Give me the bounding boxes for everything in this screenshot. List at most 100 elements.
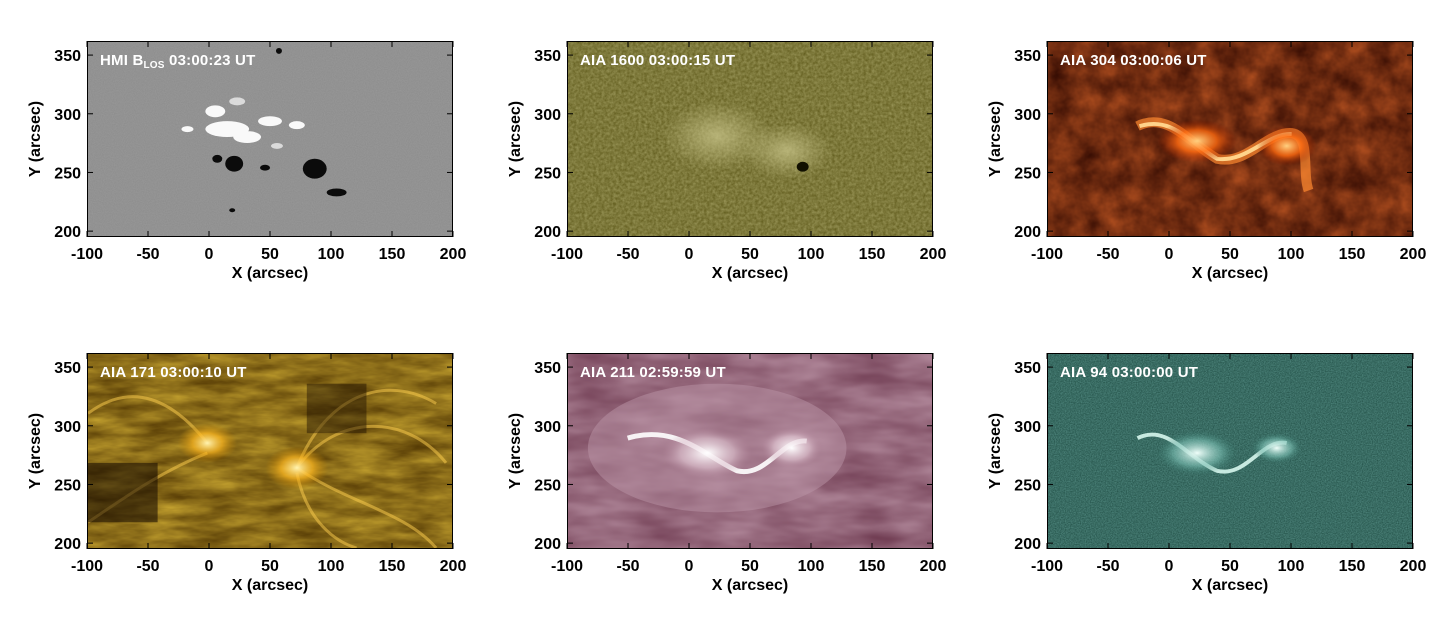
x-tick-label: 0	[685, 246, 694, 263]
y-tick-label: 300	[54, 419, 81, 436]
y-tick-label: 300	[534, 419, 561, 436]
x-tick-label: 100	[318, 558, 345, 575]
aia171-image	[88, 354, 452, 548]
x-tick-label: 150	[1339, 558, 1366, 575]
x-tick-label: -50	[136, 246, 159, 263]
x-tick-label: 150	[859, 558, 886, 575]
x-axis-label: X (arcsec)	[1192, 577, 1269, 594]
y-tick-label: 200	[1014, 224, 1041, 241]
x-tick-label: 200	[920, 558, 947, 575]
x-tick-label: -100	[551, 246, 583, 263]
y-tick-label: 350	[534, 360, 561, 377]
x-axis-label: X (arcsec)	[1192, 265, 1269, 282]
y-tick-label: 300	[1014, 419, 1041, 436]
y-axis-label: Y (arcsec)	[987, 413, 1004, 489]
x-tick-label: 50	[261, 246, 279, 263]
panel-title: AIA 94 03:00:00 UT	[1060, 364, 1199, 381]
x-tick-label: 100	[1278, 558, 1305, 575]
y-tick-label: 350	[534, 48, 561, 65]
panel-aia94: AIA 94 03:00:00 UT -100 -50 0 50 100 150 200 35…	[960, 312, 1438, 602]
y-tick-label: 250	[534, 165, 561, 182]
y-axis-label: Y (arcsec)	[507, 101, 524, 177]
y-tick-label: 350	[54, 360, 81, 377]
magnetogram-image	[88, 42, 452, 236]
x-tick-label: -50	[1096, 246, 1119, 263]
x-tick-label: -50	[1096, 558, 1119, 575]
panel-title: AIA 1600 03:00:15 UT	[580, 52, 736, 69]
x-tick-label: -50	[616, 246, 639, 263]
y-tick-label: 250	[534, 477, 561, 494]
panel-title: AIA 211 02:59:59 UT	[580, 364, 726, 381]
x-tick-label: -100	[1031, 558, 1063, 575]
x-axis-label: X (arcsec)	[712, 577, 789, 594]
x-tick-label: 150	[859, 246, 886, 263]
panel-hmi: HMI BLOS 03:00:23 UT -100 -50 0 50 100 150 200…	[0, 0, 480, 290]
aia94-image	[1048, 354, 1412, 548]
x-axis-label: X (arcsec)	[232, 265, 309, 282]
panel-title: HMI BLOS 03:00:23 UT	[100, 52, 256, 71]
aia211-image	[568, 354, 932, 548]
panel-aia171: AIA 171 03:00:10 UT -100 -50 0 50 100 150 200 3…	[0, 312, 480, 602]
image-frame-aia1600: AIA 1600 03:00:15 UT	[567, 41, 933, 237]
image-frame-hmi: HMI BLOS 03:00:23 UT	[87, 41, 453, 237]
y-tick-label: 200	[534, 536, 561, 553]
y-axis-label: Y (arcsec)	[27, 413, 44, 489]
panel-aia304: AIA 304 03:00:06 UT -100 -50 0 50 100 150 200 3…	[960, 0, 1438, 290]
x-tick-label: -100	[71, 558, 103, 575]
x-tick-label: 50	[741, 246, 759, 263]
x-tick-label: 200	[440, 558, 467, 575]
x-tick-label: 200	[920, 246, 947, 263]
y-tick-label: 300	[534, 107, 561, 124]
y-axis-label: Y (arcsec)	[507, 413, 524, 489]
x-tick-label: 150	[379, 246, 406, 263]
aia304-image	[1048, 42, 1412, 236]
x-tick-label: 100	[1278, 246, 1305, 263]
x-tick-label: 0	[1165, 246, 1174, 263]
x-tick-label: -100	[1031, 246, 1063, 263]
x-tick-label: 200	[1400, 246, 1427, 263]
x-tick-label: 50	[1221, 246, 1239, 263]
y-tick-label: 350	[54, 48, 81, 65]
x-tick-label: 0	[205, 246, 214, 263]
y-axis-label: Y (arcsec)	[27, 101, 44, 177]
y-tick-label: 200	[534, 224, 561, 241]
x-tick-label: -50	[136, 558, 159, 575]
x-tick-label: 50	[1221, 558, 1239, 575]
x-tick-label: -100	[551, 558, 583, 575]
x-tick-label: 100	[798, 246, 825, 263]
y-tick-label: 250	[54, 477, 81, 494]
y-axis-label: Y (arcsec)	[987, 101, 1004, 177]
panel-aia1600: AIA 1600 03:00:15 UT -100 -50 0 50 100 150 200…	[480, 0, 960, 290]
x-tick-label: 150	[379, 558, 406, 575]
y-tick-label: 250	[1014, 477, 1041, 494]
x-tick-label: -50	[616, 558, 639, 575]
x-tick-label: 200	[440, 246, 467, 263]
x-tick-label: 100	[798, 558, 825, 575]
y-tick-label: 250	[54, 165, 81, 182]
x-tick-label: 100	[318, 246, 345, 263]
y-tick-label: 300	[1014, 107, 1041, 124]
x-axis-label: X (arcsec)	[712, 265, 789, 282]
image-frame-aia94: AIA 94 03:00:00 UT	[1047, 353, 1413, 549]
x-axis-label: X (arcsec)	[232, 577, 309, 594]
x-tick-label: -100	[71, 246, 103, 263]
x-tick-label: 0	[205, 558, 214, 575]
panel-aia211: AIA 211 02:59:59 UT -100 -50 0 50 100 150 200 3…	[480, 312, 960, 602]
y-tick-label: 250	[1014, 165, 1041, 182]
y-tick-label: 200	[54, 224, 81, 241]
y-tick-label: 200	[1014, 536, 1041, 553]
image-frame-aia171: AIA 171 03:00:10 UT	[87, 353, 453, 549]
image-frame-aia304: AIA 304 03:00:06 UT	[1047, 41, 1413, 237]
x-tick-label: 50	[741, 558, 759, 575]
x-tick-label: 0	[685, 558, 694, 575]
x-tick-label: 200	[1400, 558, 1427, 575]
y-tick-label: 300	[54, 107, 81, 124]
panel-title: AIA 304 03:00:06 UT	[1060, 52, 1207, 69]
image-frame-aia211: AIA 211 02:59:59 UT	[567, 353, 933, 549]
y-tick-label: 350	[1014, 360, 1041, 377]
y-tick-label: 350	[1014, 48, 1041, 65]
panel-title: AIA 171 03:00:10 UT	[100, 364, 247, 381]
x-tick-label: 50	[261, 558, 279, 575]
y-tick-label: 200	[54, 536, 81, 553]
aia1600-image	[568, 42, 932, 236]
